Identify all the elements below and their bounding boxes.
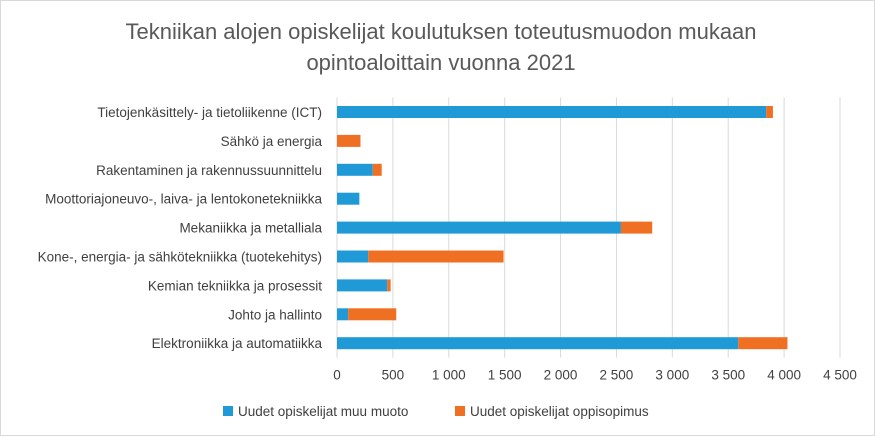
- x-tick-label: 2 500: [600, 368, 634, 383]
- category-label: Moottoriajoneuvo-, laiva- ja lentokonete…: [45, 192, 322, 207]
- bar-muu-muoto: [337, 308, 349, 321]
- category-label: Johto ja hallinto: [228, 307, 322, 322]
- category-label: Tietojenkäsittely- ja tietoliikenne (ICT…: [97, 105, 322, 120]
- x-tick-label: 0: [333, 368, 341, 383]
- bar-oppisopimus: [372, 163, 382, 176]
- bar-muu-muoto: [337, 221, 621, 234]
- bar-oppisopimus: [348, 308, 397, 321]
- bar-muu-muoto: [337, 279, 388, 292]
- category-label: Kone-, energia- ja sähkötekniikka (tuote…: [38, 250, 322, 265]
- x-tick-label: 3 500: [711, 368, 745, 383]
- legend-label: Uudet opiskelijat oppisopimus: [470, 404, 649, 419]
- bar-muu-muoto: [337, 163, 373, 176]
- bar-muu-muoto: [337, 250, 369, 263]
- category-label: Mekaniikka ja metalliala: [179, 221, 322, 236]
- category-label: Kemian tekniikka ja prosessit: [148, 278, 322, 293]
- bar-muu-muoto: [337, 106, 767, 118]
- x-tick-label: 1 000: [432, 368, 466, 383]
- legend-swatch: [223, 406, 233, 416]
- x-tick-label: 1 500: [488, 368, 522, 383]
- bar-oppisopimus: [738, 337, 788, 350]
- bar-oppisopimus: [620, 221, 653, 234]
- x-tick-label: 4 500: [823, 368, 857, 383]
- x-tick-label: 2 000: [544, 368, 578, 383]
- legend-swatch: [455, 406, 465, 416]
- bar-muu-muoto: [337, 192, 360, 205]
- x-tick-label: 4 000: [767, 368, 801, 383]
- legend: Uudet opiskelijat muu muoto Uudet opiskel…: [223, 404, 649, 419]
- x-axis-ticks: 0 500 1 000 1 500 2 000 2 500 3 000 3 500 4 000 4…: [333, 368, 857, 383]
- category-labels: Tietojenkäsittely- ja tietoliikenne (ICT…: [38, 105, 323, 351]
- chart-title-line-1: Tekniikan alojen opiskelijat koulutuksen…: [125, 19, 756, 44]
- category-label: Rakentaminen ja rakennussuunnittelu: [96, 163, 322, 178]
- bar-muu-muoto: [337, 337, 739, 350]
- bar-layer: [337, 106, 788, 350]
- x-tick-label: 3 000: [655, 368, 689, 383]
- bar-oppisopimus: [387, 279, 391, 292]
- category-label: Sähkö ja energia: [221, 134, 323, 149]
- bar-oppisopimus: [368, 250, 504, 263]
- x-tick-label: 500: [382, 368, 405, 383]
- category-label: Elektroniikka ja automatiikka: [152, 336, 323, 351]
- bar-oppisopimus: [337, 134, 361, 147]
- bar-oppisopimus: [766, 106, 773, 118]
- legend-label: Uudet opiskelijat muu muoto: [238, 404, 408, 419]
- chart-title-line-2: opintoaloittain vuonna 2021: [306, 50, 575, 75]
